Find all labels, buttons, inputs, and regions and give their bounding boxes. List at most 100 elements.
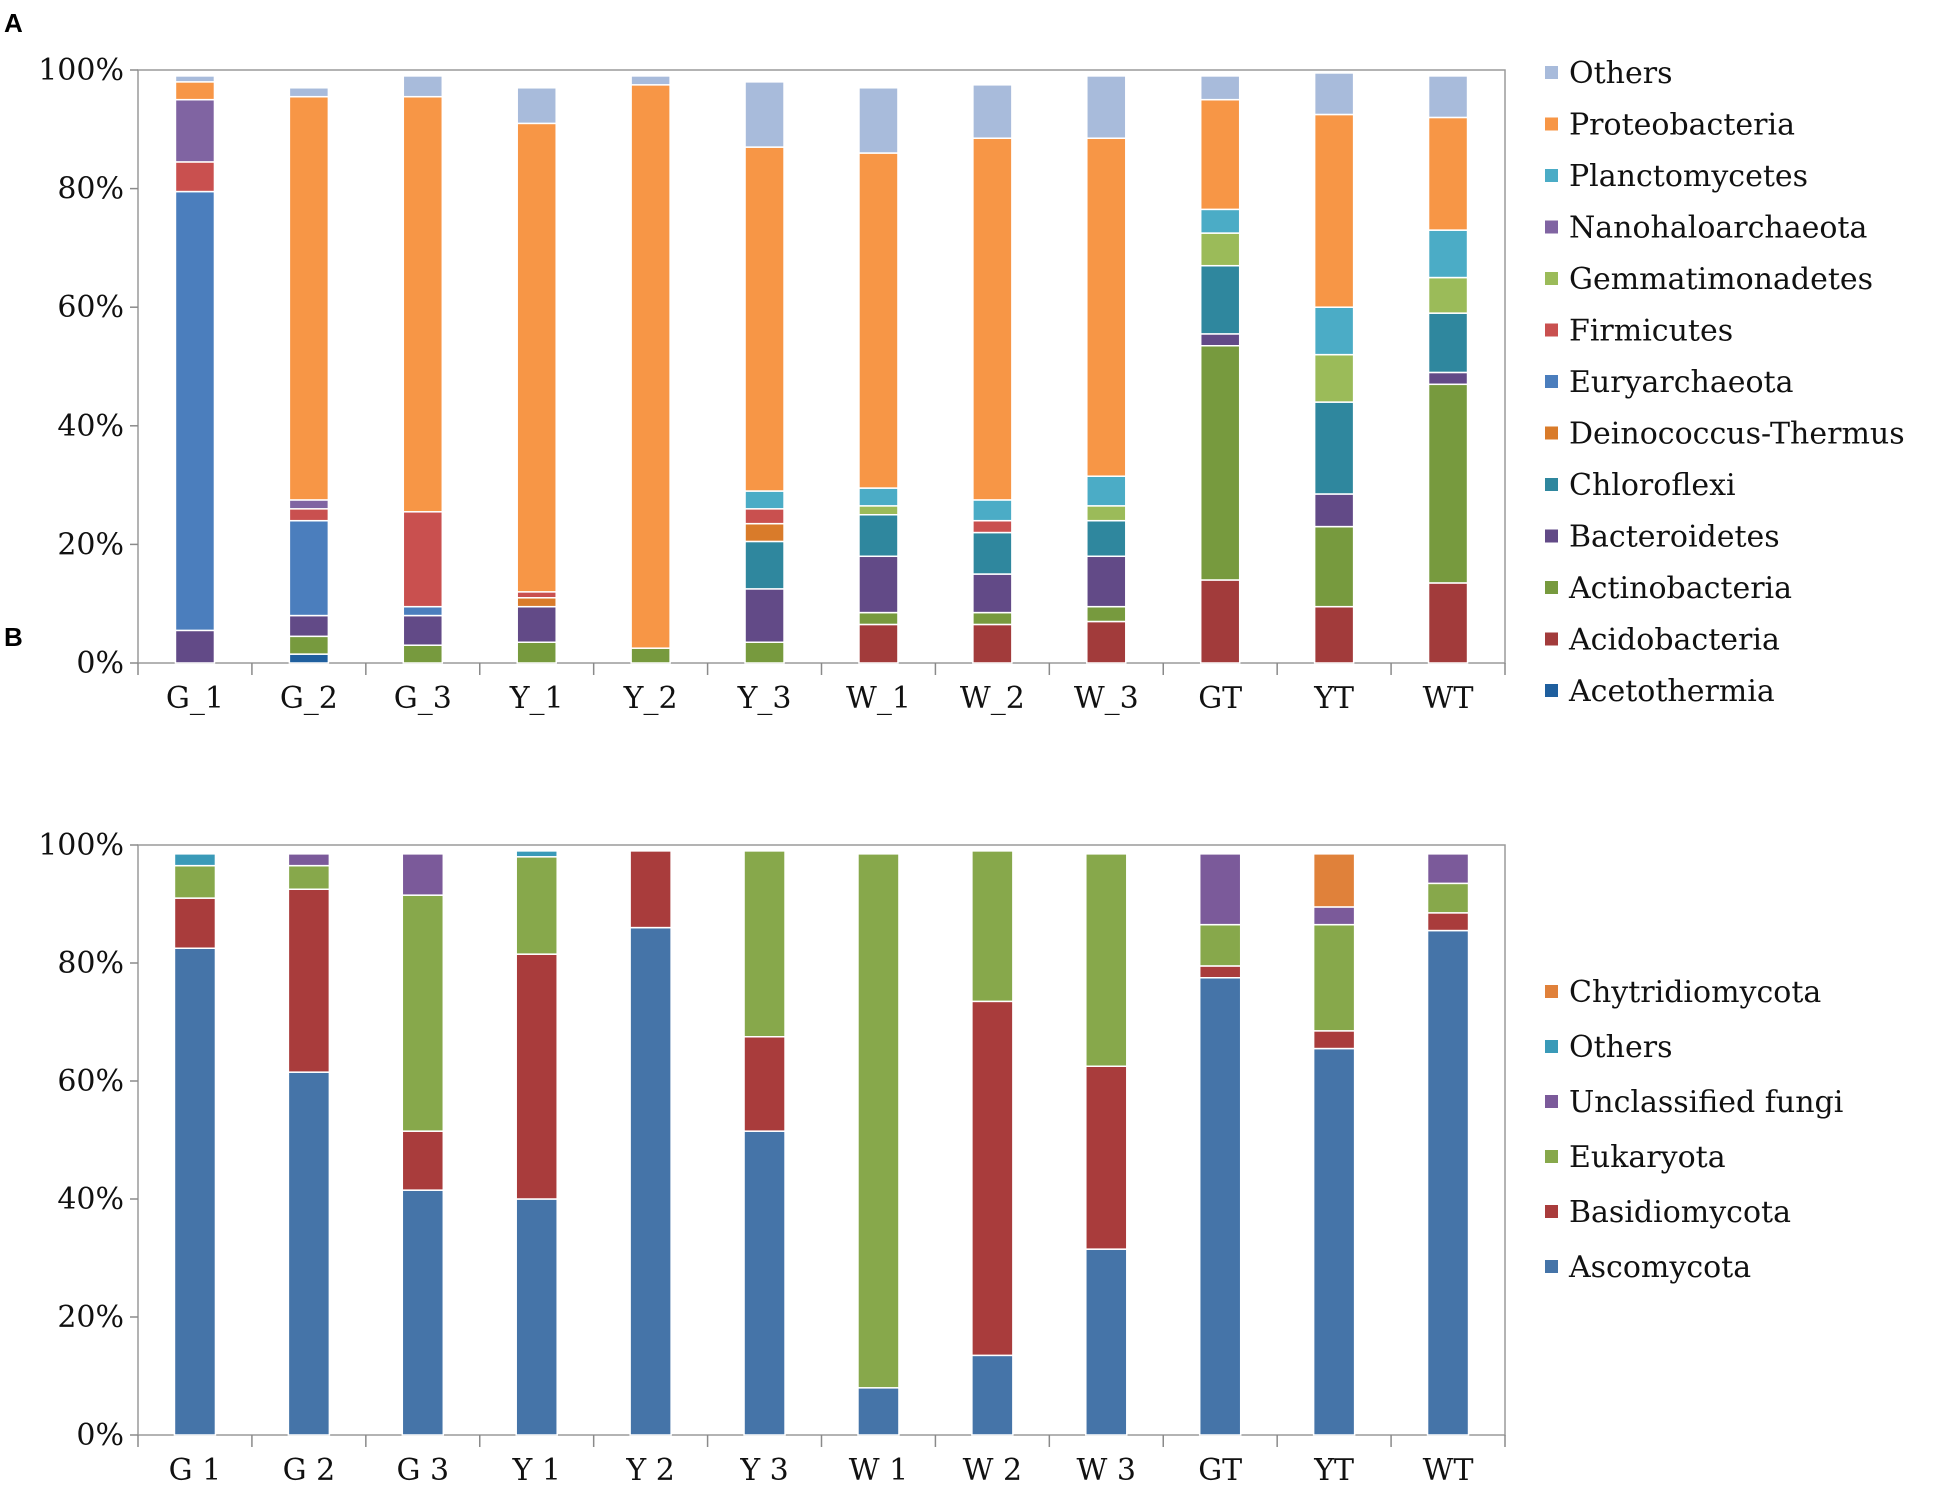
bar-segment-basidiomycota [1198,965,1242,979]
bar-segment-basidiomycota [629,850,672,929]
bar-segment-chloroflexi [1199,264,1241,335]
legend-swatch-bacteroidetes [1545,529,1558,543]
legend-swatch-proteobacteria [1545,117,1558,131]
bar-segment-firmicutes [174,161,216,193]
legend-label-proteobacteria: Proteobacteria [1569,108,1795,143]
legend-swatch-unclassified-fungi [1545,1095,1558,1108]
bar-segment-others [1086,75,1127,139]
bar-segment-others [516,87,557,125]
legend-label-bacteroidetes: Bacteroidetes [1569,520,1780,555]
legend-swatch-acetothermia [1545,684,1558,697]
legend-swatch-others [1545,1040,1558,1053]
y-tick-label-a: 60% [57,290,124,325]
bar-segment-nanohaloarchaeota [288,499,330,510]
plot-frame-a [137,69,1506,664]
bar-segment-bacteroidetes [1086,555,1127,608]
bar-segment-bacteroidetes [174,629,216,664]
bar-segment-nanohaloarchaeota [174,98,216,163]
bar-segment-bacteroidetes [1199,333,1241,347]
legend-label-others: Others [1569,1030,1672,1065]
y-tick-label-a: 80% [57,172,124,207]
bar-segment-firmicutes [744,508,785,525]
bar-segment-euryarchaeota [174,190,216,632]
bar-segment-acidobacteria [1313,605,1355,664]
legend-label-nanohaloarchaeota: Nanohaloarchaeota [1569,211,1867,246]
bar-segment-bacteroidetes [858,555,899,614]
legend-label-others: Others [1569,56,1672,91]
bar-segment-bacteroidetes [972,573,1013,614]
bar-segment-others [1199,75,1241,101]
bar-segment-proteobacteria [1199,98,1241,211]
bar-segment-planctomycetes [972,499,1013,522]
x-category-label-a: W_2 [960,681,1025,716]
bar-segment-eukaryota [1198,923,1242,967]
bar-segment-basidiomycota [1085,1065,1128,1250]
bar-segment-actinobacteria [972,611,1013,626]
bar-segment-ascomycota [1085,1248,1128,1436]
x-category-label-a: Y_1 [509,681,564,716]
x-category-label-a: G_1 [166,681,224,716]
legend-swatch-chytridiomycota [1545,985,1558,998]
legend-swatch-eukaryota [1545,1150,1558,1163]
x-category-label-a: W_1 [846,681,911,716]
legend-label-actinobacteria: Actinobacteria [1568,571,1792,606]
legend-swatch-deinococcus-thermus [1545,426,1558,440]
bar-segment-actinobacteria [1086,605,1127,623]
bar-segment-chloroflexi [1313,401,1355,495]
legend-label-acidobacteria: Acidobacteria [1568,623,1780,658]
bar-segment-firmicutes [402,511,444,608]
legend-label-ascomycota: Ascomycota [1568,1250,1751,1285]
bar-segment-ascomycota [173,947,217,1436]
x-category-label-a: YT [1313,681,1354,716]
x-category-label-b: W 2 [963,1453,1022,1488]
bar-segment-acetothermia [288,653,330,664]
y-tick-label-b: 100% [38,828,124,863]
bar-segment-actinobacteria [516,641,557,664]
bar-segment-planctomycetes [1086,475,1127,507]
x-category-label-a: W_3 [1074,681,1139,716]
bar-segment-proteobacteria [1427,116,1469,231]
legend-label-chloroflexi: Chloroflexi [1569,468,1736,503]
bar-segment-basidiomycota [173,897,217,949]
bar-segment-unclassified-fungi [1198,853,1242,926]
bar-segment-firmicutes [288,508,330,522]
bar-segment-unclassified-fungi [401,853,445,896]
bar-segment-ascomycota [1426,929,1470,1436]
bar-segment-chloroflexi [972,531,1013,575]
bar-segment-actinobacteria [744,641,785,664]
bar-segment-gemmatimonadetes [1427,276,1469,314]
x-category-label-a: GT [1198,681,1242,716]
bar-segment-others [1427,75,1469,119]
bar-segment-eukaryota [1426,882,1470,914]
bar-segment-others [744,81,785,148]
bar-segment-acidobacteria [1086,620,1127,664]
bar-segment-actinobacteria [288,635,330,655]
legend-label-firmicutes: Firmicutes [1569,314,1733,349]
x-category-label-a: Y_2 [623,681,678,716]
bar-segment-planctomycetes [858,487,899,507]
bar-segment-basidiomycota [515,953,558,1200]
legend-swatch-ascomycota [1545,1260,1558,1273]
x-category-label-b: Y 1 [511,1453,560,1488]
legend-swatch-gemmatimonadetes [1545,272,1558,285]
legend-label-chytridiomycota: Chytridiomycota [1569,975,1821,1010]
bar-segment-planctomycetes [744,490,785,510]
legend-label-deinococcus-thermus: Deinococcus-Thermus [1569,417,1905,452]
bar-segment-acidobacteria [972,623,1013,664]
bar-segment-bacteroidetes [516,605,557,643]
bar-segment-proteobacteria [1086,137,1127,477]
bar-segment-firmicutes [972,519,1013,534]
bar-segment-eukaryota [743,850,786,1038]
bar-segment-proteobacteria [744,146,785,492]
bar-segment-euryarchaeota [402,605,444,617]
legend-swatch-nanohaloarchaeota [1545,220,1558,234]
panel-label-b: B [4,622,23,652]
bar-segment-unclassified-fungi [1312,906,1356,926]
bar-segment-bacteroidetes [1427,371,1469,386]
bar-segment-proteobacteria [516,122,557,593]
bar-segment-others [174,75,216,83]
bar-segment-bacteroidetes [1313,493,1355,528]
bar-segment-others [858,87,899,154]
bar-segment-ascomycota [971,1354,1014,1436]
